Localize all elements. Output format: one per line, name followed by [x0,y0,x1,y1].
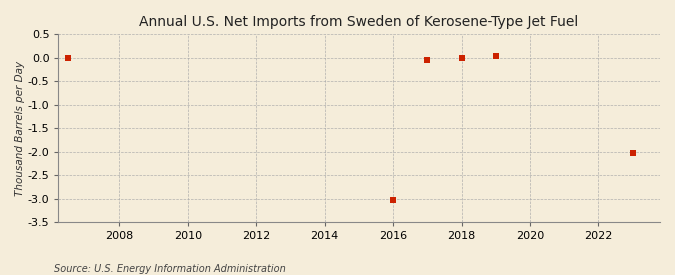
Title: Annual U.S. Net Imports from Sweden of Kerosene-Type Jet Fuel: Annual U.S. Net Imports from Sweden of K… [139,15,578,29]
Text: Source: U.S. Energy Information Administration: Source: U.S. Energy Information Administ… [54,264,286,274]
Y-axis label: Thousand Barrels per Day: Thousand Barrels per Day [15,61,25,196]
